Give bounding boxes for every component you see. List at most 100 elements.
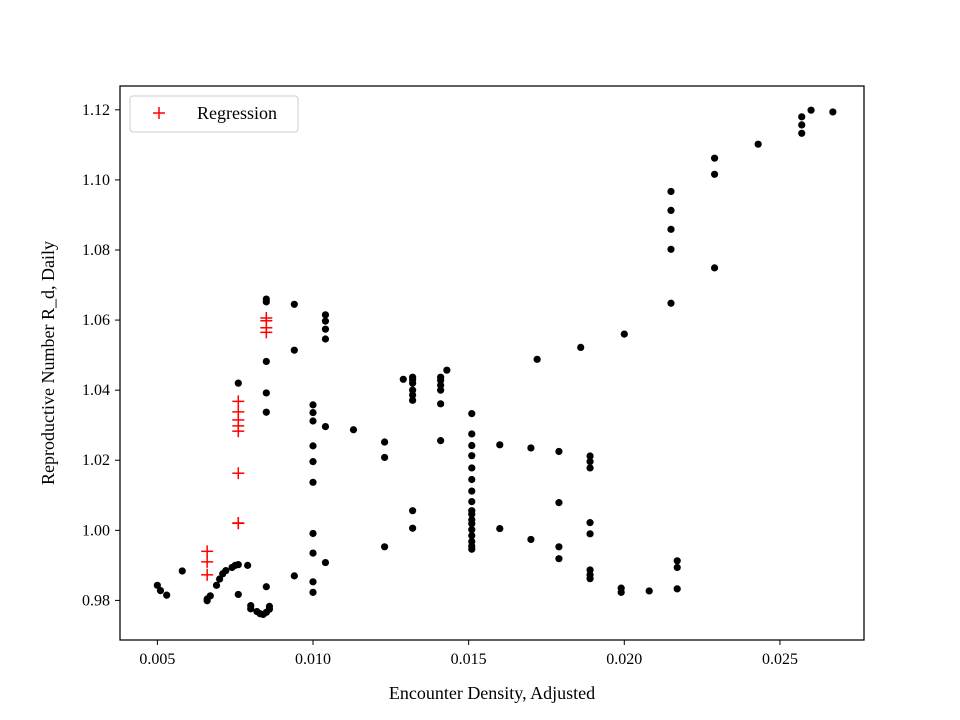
data-point — [321, 335, 330, 343]
data-point — [321, 317, 330, 325]
data-point — [206, 592, 214, 600]
data-point — [798, 129, 806, 137]
data-point — [309, 588, 317, 596]
data-point — [807, 106, 815, 114]
data-point — [673, 563, 681, 572]
y-tick-label: 1.08 — [82, 242, 110, 259]
regression-point — [232, 467, 245, 480]
data-point — [321, 311, 330, 319]
data-point — [468, 497, 476, 506]
data-point — [234, 561, 242, 569]
data-point — [667, 206, 675, 214]
data-point — [381, 453, 389, 462]
data-point — [443, 366, 451, 374]
data-point — [290, 300, 298, 308]
data-point — [437, 437, 445, 445]
data-point — [409, 373, 417, 381]
data-point — [290, 572, 298, 580]
data-point — [754, 140, 762, 148]
plot-area-frame — [119, 85, 865, 641]
data-point — [710, 170, 719, 178]
data-point — [309, 401, 317, 409]
data-point — [555, 555, 563, 563]
regression-point — [201, 545, 214, 558]
regression-point — [201, 568, 214, 581]
data-point — [617, 584, 625, 592]
data-point — [309, 458, 317, 466]
data-point — [586, 566, 594, 574]
data-point — [262, 357, 270, 366]
legend-marker-regression — [153, 107, 165, 119]
y-axis-ticks: 0.98 1.00 1.02 1.04 1.06 1.08 1.10 1.12 — [82, 102, 120, 609]
data-point — [309, 442, 317, 450]
data-point — [468, 475, 476, 484]
x-tick-label: 0.020 — [606, 651, 642, 668]
y-axis-label: Reproductive Number R_d, Daily — [38, 241, 58, 485]
data-point — [309, 478, 317, 486]
data-point — [527, 444, 535, 452]
data-point — [586, 458, 594, 466]
data-point — [265, 602, 274, 610]
data-point — [381, 438, 389, 446]
data-point — [829, 108, 837, 116]
data-point — [798, 113, 806, 121]
x-axis-label: Encounter Density, Adjusted — [389, 683, 595, 703]
data-point — [349, 426, 358, 434]
y-tick-label: 1.10 — [82, 172, 110, 189]
x-tick-label: 0.010 — [295, 651, 331, 668]
data-point — [178, 567, 186, 575]
y-tick-label: 1.06 — [82, 312, 110, 329]
data-point — [309, 408, 317, 417]
legend-box — [129, 95, 299, 133]
data-point — [163, 591, 171, 599]
data-point — [244, 561, 252, 569]
data-point — [496, 441, 504, 449]
data-point — [645, 587, 653, 595]
x-tick-label: 0.005 — [139, 651, 175, 668]
data-point — [673, 557, 681, 565]
data-point — [798, 121, 806, 129]
legend: Regression — [129, 95, 299, 133]
data-point — [234, 590, 242, 599]
y-tick-label: 1.04 — [82, 382, 110, 399]
data-point — [468, 526, 476, 534]
data-point — [212, 581, 221, 589]
data-point — [321, 422, 330, 431]
data-point — [468, 452, 476, 460]
data-point — [309, 549, 317, 557]
data-point — [710, 264, 719, 272]
legend-label-regression: Regression — [197, 103, 277, 123]
data-point — [222, 567, 230, 575]
data-point — [667, 299, 675, 307]
data-point — [620, 330, 628, 338]
data-point — [555, 543, 563, 551]
data-point — [409, 396, 417, 404]
data-point — [409, 524, 417, 532]
data-point — [262, 295, 270, 303]
data-point — [468, 531, 476, 540]
data-point — [555, 447, 563, 456]
data-point — [468, 430, 476, 438]
data-point — [667, 225, 675, 233]
data-point — [586, 452, 594, 460]
data-point — [468, 464, 476, 472]
data-point — [667, 187, 675, 196]
y-tick-label: 0.98 — [82, 592, 110, 609]
data-point — [437, 400, 445, 408]
data-point — [468, 441, 476, 450]
data-point — [321, 325, 330, 333]
regression-point — [260, 311, 273, 324]
data-point — [468, 410, 476, 418]
data-point — [262, 408, 270, 416]
regression-point — [232, 516, 245, 529]
data-point — [468, 537, 476, 546]
data-point — [381, 543, 389, 551]
data-point — [667, 245, 675, 253]
data-point — [262, 389, 270, 397]
data-point — [673, 585, 681, 593]
regression-point — [201, 555, 214, 568]
data-point — [586, 530, 594, 538]
data-point — [290, 346, 298, 354]
y-tick-label: 1.02 — [82, 452, 110, 469]
